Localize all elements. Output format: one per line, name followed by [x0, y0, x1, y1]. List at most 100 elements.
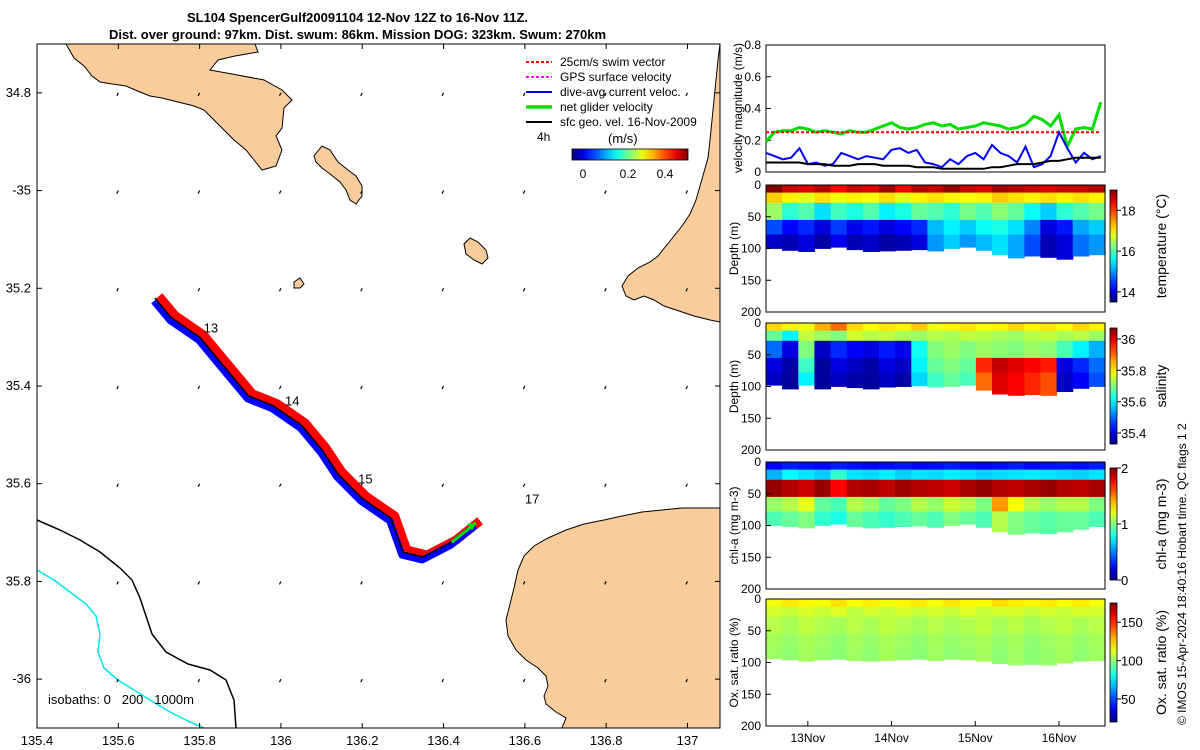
heatmap-cell	[1008, 323, 1025, 331]
heatmap-cell	[879, 234, 896, 252]
heatmap-cell	[830, 462, 848, 470]
heatmap-y-tick-label: 100	[741, 519, 761, 533]
heatmap-cell	[862, 330, 880, 342]
heatmap-cell	[1040, 511, 1058, 535]
isobath-label: isobaths: 0 200 1000m	[48, 692, 194, 707]
salinity-panel: 0 50 100 150 200 Depth (m) 35.4 35.6 35.8 36 salin…	[727, 316, 1169, 457]
heatmap-cell	[1024, 648, 1041, 665]
heatmap-cell	[830, 340, 848, 359]
heatmap-cell	[1008, 606, 1025, 618]
heatmap-cell	[830, 648, 848, 660]
heatmap-cell	[943, 323, 961, 331]
heatmap-y-tick-label: 150	[741, 687, 761, 701]
map-current-arrow	[685, 483, 689, 487]
heatmap-cell	[862, 234, 880, 252]
heatmap-cell	[782, 606, 799, 618]
heatmap-cell	[992, 202, 1009, 221]
heatmap-cell	[975, 606, 993, 618]
heatmap-cell	[1088, 185, 1106, 193]
heatmap-cell	[879, 648, 896, 661]
heatmap-cell	[943, 192, 961, 204]
colorbar-label: salinity	[1153, 365, 1169, 408]
heatmap-cell	[895, 462, 912, 470]
heatmap-cell	[1024, 202, 1041, 221]
heatmap-cell	[975, 479, 993, 498]
heatmap-cell	[798, 330, 815, 342]
heatmap-cell	[846, 185, 864, 193]
heatmap-cell	[911, 648, 928, 660]
heatmap-y-label: Depth (m)	[727, 360, 741, 413]
heatmap-cell	[1072, 330, 1090, 342]
heatmap-cell	[1040, 202, 1058, 221]
heatmap-cell	[862, 202, 880, 221]
heatmap-cell	[1024, 633, 1041, 649]
velocity-frame	[765, 44, 1106, 173]
heatmap-cell	[862, 616, 880, 635]
heatmap-cell	[814, 633, 832, 649]
day-label: 14	[285, 394, 299, 409]
map-y-tick-label: 35.8	[6, 573, 31, 588]
map-current-arrow	[197, 581, 201, 585]
heatmap-cell	[1056, 323, 1074, 331]
map-current-arrow	[116, 678, 119, 683]
heatmap-cell	[1008, 511, 1025, 535]
heatmap-cell	[943, 219, 961, 235]
heatmap-y-tick-label: 0	[754, 178, 761, 192]
heatmap-cell	[814, 323, 832, 331]
heatmap-cell	[1040, 330, 1058, 342]
heatmap-cell	[862, 462, 880, 470]
heatmap-cell	[766, 616, 783, 635]
heatmap-cell	[895, 340, 912, 359]
heatmap-cell	[895, 357, 912, 373]
map-current-arrow	[441, 581, 445, 585]
heatmap-cell	[1056, 633, 1074, 649]
heatmap-cell	[830, 202, 848, 221]
land-island-small	[313, 145, 363, 205]
heatmap-cell	[992, 606, 1009, 618]
heatmap-cell	[1008, 599, 1025, 607]
legend-label-current: dive-avg current veloc.	[560, 85, 681, 99]
map-current-arrow	[522, 92, 526, 97]
heatmap-cell	[1008, 633, 1025, 649]
heatmap-cell	[1024, 185, 1041, 193]
heatmap-cell	[862, 372, 880, 390]
map-y-tick-label: 35.4	[6, 378, 31, 393]
heatmap-cell	[959, 462, 977, 470]
heatmap-cell	[1024, 616, 1041, 635]
heatmap-cell	[975, 462, 993, 470]
heatmap-cell	[814, 496, 832, 512]
heatmap-cell	[911, 511, 928, 527]
heatmap-cell	[830, 633, 848, 649]
legend-time-label: 4h	[537, 130, 550, 144]
heatmap-cell	[782, 219, 799, 235]
heatmap-cell	[766, 357, 783, 373]
heatmap-cell	[1072, 469, 1090, 481]
heatmap-cell	[943, 511, 961, 526]
heatmap-y-tick-label: 200	[741, 582, 761, 596]
heatmap-cell	[1088, 234, 1106, 256]
heatmap-cell	[959, 185, 977, 193]
map-current-arrow	[360, 92, 363, 97]
heatmap-cell	[782, 330, 799, 342]
map-current-arrow	[522, 190, 526, 194]
heatmap-cell	[943, 599, 961, 607]
heatmap-cell	[992, 219, 1009, 235]
heatmap-cell	[879, 372, 896, 388]
heatmap-cell	[911, 219, 928, 235]
heatmap-cell	[1040, 469, 1058, 481]
map-current-arrow	[360, 190, 363, 194]
heatmap-cell	[943, 462, 961, 470]
heatmap-cell	[992, 462, 1009, 470]
heatmap-cell	[1008, 648, 1025, 666]
map-current-arrow	[441, 678, 445, 683]
x-tick-label: 16Nov	[1042, 731, 1077, 745]
footer-credit: © IMOS 15-Apr-2024 18:40:16 Hobart time.…	[1175, 423, 1189, 725]
heatmap-cell	[1024, 606, 1041, 618]
colorbar-tick-label: 100	[1121, 654, 1143, 669]
heatmap-cell	[911, 202, 928, 221]
map-current-arrow	[441, 385, 445, 390]
heatmap-cell	[879, 633, 896, 649]
heatmap-cell	[911, 616, 928, 635]
heatmap-cell	[1072, 511, 1090, 530]
